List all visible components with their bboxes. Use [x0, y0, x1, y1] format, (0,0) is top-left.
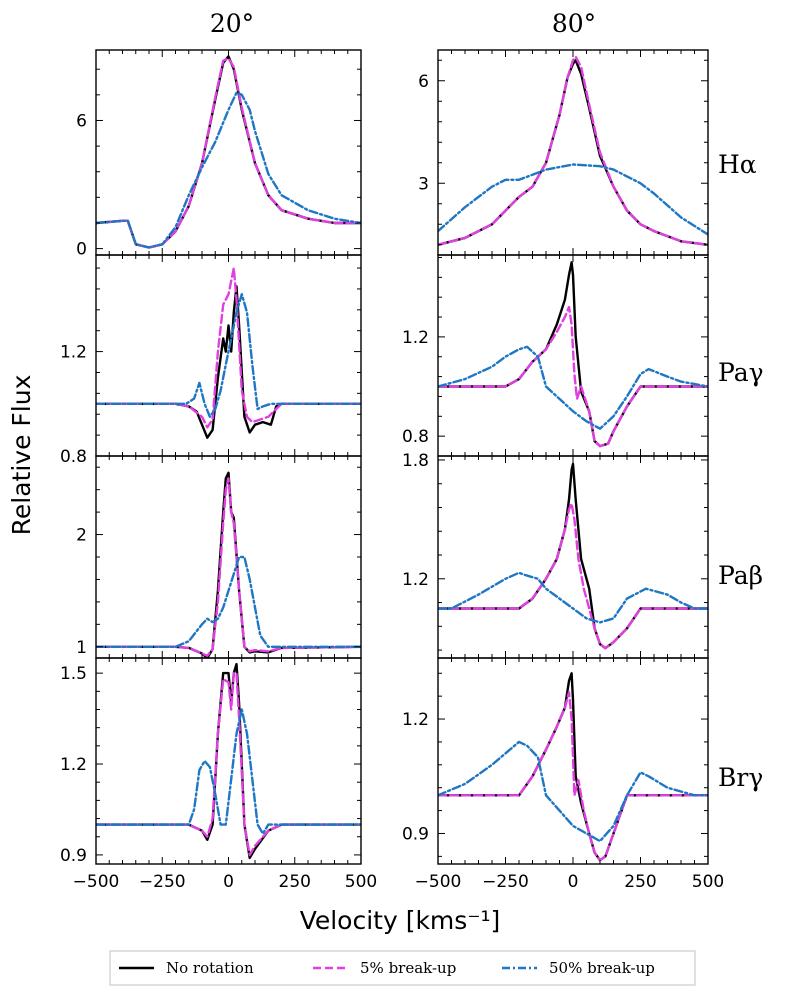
series-line-5-breakup — [438, 691, 708, 862]
y-tick-label: 0.9 — [60, 846, 87, 866]
series-line-50-breakup — [438, 740, 708, 843]
x-tick-label: −500 — [73, 872, 120, 892]
series-line-50-breakup — [96, 91, 361, 249]
y-tick-label: 1.2 — [60, 755, 87, 775]
series-line-no-rotation — [96, 471, 361, 658]
x-tick-label: −250 — [482, 872, 529, 892]
row-label-pa-gamma: Paγ — [718, 358, 764, 387]
y-tick-label: 1.2 — [402, 570, 429, 590]
series-line-5-breakup — [438, 55, 708, 246]
x-tick-label: 0 — [223, 872, 234, 892]
series-group — [96, 471, 361, 658]
panel-frame — [95, 657, 362, 865]
series-line-50-breakup — [96, 555, 361, 648]
y-tick-label: 1.2 — [402, 710, 429, 730]
panel-4-right: 0.9 1.2 −500 −250 0 250 500 — [402, 657, 724, 892]
x-tick-label: −250 — [139, 872, 186, 892]
series-line-50-breakup — [96, 293, 361, 418]
x-tick-label: 250 — [279, 872, 311, 892]
panel-1-right: 36 — [418, 49, 709, 256]
y-tick-label: 0.8 — [60, 447, 87, 467]
series-line-5-breakup — [438, 305, 708, 448]
y-tick-label: 1 — [76, 638, 87, 658]
y-tick-label: 3 — [418, 174, 429, 194]
y-tick-label: 1.5 — [60, 664, 87, 684]
series-group — [438, 672, 708, 862]
y-axis-label: Relative Flux — [7, 375, 36, 536]
legend: No rotation 5% break-up 50% break-up — [109, 950, 696, 986]
series-line-5-breakup — [96, 671, 361, 857]
x-tick-label: 0 — [568, 872, 579, 892]
panel-2-right: 0.8 1.2 — [402, 254, 709, 457]
panel-frame — [95, 49, 362, 256]
series-group — [438, 55, 708, 246]
series-line-5-breakup — [96, 57, 361, 249]
panel-4-left: 0.9 1.2 1.5 −500 −250 0 250 500 — [60, 657, 377, 892]
column-title-left: 20° — [210, 9, 254, 38]
panel-2-left: 0.8 1.2 — [60, 254, 362, 467]
y-tick-label: 1.8 — [402, 451, 429, 471]
series-group — [96, 662, 361, 860]
row-label-br-gamma: Brγ — [718, 763, 763, 792]
series-line-5-breakup — [438, 502, 708, 650]
y-tick-label: 0.8 — [402, 427, 429, 447]
panel-1-left: 06 — [76, 49, 362, 260]
panel-frame — [437, 455, 709, 659]
column-title-right: 80° — [552, 9, 596, 38]
series-line-no-rotation — [438, 59, 708, 246]
series-line-50-breakup — [96, 708, 361, 835]
series-line-no-rotation — [96, 55, 361, 249]
y-tick-label: 6 — [418, 72, 429, 92]
series-group — [96, 266, 361, 439]
series-line-50-breakup — [438, 571, 708, 624]
series-group — [438, 261, 708, 448]
series-line-no-rotation — [438, 462, 708, 650]
series-group — [438, 462, 708, 650]
y-tick-label: 1.2 — [60, 343, 87, 363]
legend-label-5-breakup: 5% break-up — [360, 959, 456, 977]
row-label-h-alpha: Hα — [718, 150, 757, 179]
y-tick-label: 0 — [76, 240, 87, 260]
series-line-no-rotation — [96, 285, 361, 439]
x-tick-label: 500 — [345, 872, 377, 892]
x-tick-label: −500 — [415, 872, 462, 892]
series-line-50-breakup — [438, 345, 708, 430]
series-line-50-breakup — [438, 163, 708, 236]
legend-label-50-breakup: 50% break-up — [549, 959, 655, 977]
x-tick-label: 250 — [624, 872, 656, 892]
legend-frame — [109, 950, 696, 986]
y-tick-label: 1.2 — [402, 328, 429, 348]
y-tick-label: 2 — [76, 526, 87, 546]
legend-label-no-rotation: No rotation — [166, 959, 254, 977]
x-axis-label: Velocity [kms⁻¹] — [300, 906, 501, 935]
series-group — [96, 55, 361, 249]
row-label-pa-beta: Paβ — [718, 561, 763, 590]
panel-frame — [437, 49, 709, 256]
panel-3-right: 1.2 1.8 — [402, 451, 709, 659]
series-line-5-breakup — [96, 477, 361, 657]
y-tick-label: 6 — [76, 111, 87, 131]
y-tick-label: 0.9 — [402, 824, 429, 844]
series-line-5-breakup — [96, 266, 361, 429]
x-tick-label: 500 — [692, 872, 724, 892]
panel-3-left: 12 — [76, 455, 362, 659]
